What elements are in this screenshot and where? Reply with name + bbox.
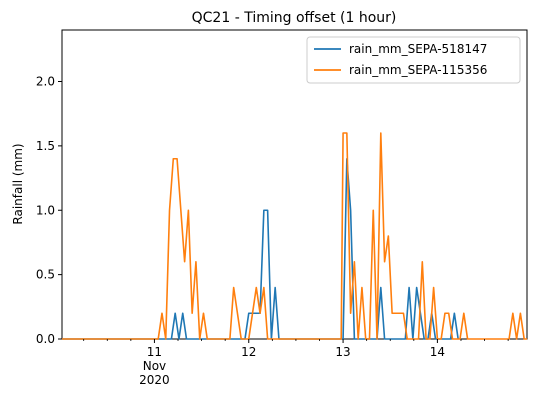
y-axis: 0.0 0.5 1.0 1.5 2.0 <box>36 75 62 346</box>
legend-box <box>306 36 521 84</box>
x-tick-label: 13 <box>335 345 350 359</box>
x-tick-label: 11 Nov 2020 <box>139 345 170 387</box>
x-axis: 11 Nov 2020 12 13 14 <box>83 339 509 387</box>
chart-title: QC21 - Timing offset (1 hour) <box>192 10 397 26</box>
x-tick-label: 14 <box>430 345 445 359</box>
y-tick-label: 2.0 <box>36 75 55 89</box>
y-tick-label: 0.5 <box>36 268 55 282</box>
legend: rain_mm_SEPA-518147 rain_mm_SEPA-115356 <box>306 36 521 84</box>
y-tick-label: 1.0 <box>36 203 55 217</box>
legend-label: rain_mm_SEPA-115356 <box>349 63 487 77</box>
y-tick-label: 1.5 <box>36 139 55 153</box>
x-tick-label: 12 <box>241 345 256 359</box>
legend-label: rain_mm_SEPA-518147 <box>349 42 487 56</box>
y-axis-label: Rainfall (mm) <box>11 143 25 224</box>
y-tick-label: 0.0 <box>36 332 55 346</box>
series-line-2 <box>62 132 527 340</box>
